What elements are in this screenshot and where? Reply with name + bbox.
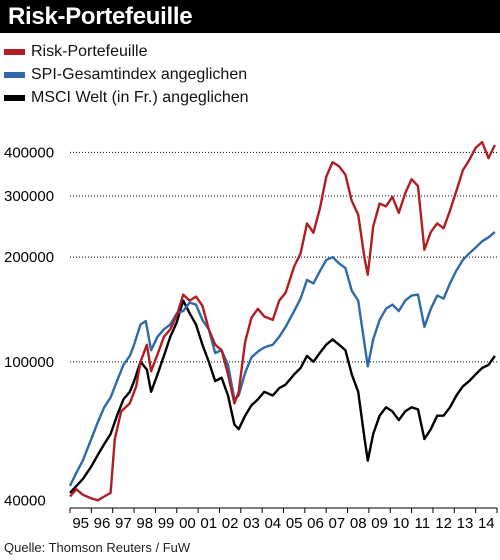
x-tick-label-06: 06: [307, 515, 324, 532]
y-tick-label-300000: 300000: [4, 188, 54, 205]
x-tick-label-10: 10: [393, 515, 410, 532]
x-tick-label-97: 97: [115, 515, 132, 532]
title-bar: Risk-Portefeuille: [0, 0, 500, 33]
x-tick-label-00: 00: [179, 515, 196, 532]
series-line-2: [69, 299, 496, 494]
legend-swatch-risk: [4, 48, 25, 55]
x-tick-label-08: 08: [350, 515, 367, 532]
x-tick-label-95: 95: [72, 515, 89, 532]
x-tick-label-13: 13: [457, 515, 474, 532]
legend: Risk-Portefeuille SPI-Gesamtindex angegl…: [0, 40, 249, 109]
x-tick-label-04: 04: [264, 515, 281, 532]
y-tick-label-200000: 200000: [4, 249, 54, 266]
x-tick-label-05: 05: [286, 515, 303, 532]
x-tick-label-01: 01: [200, 515, 217, 532]
x-tick-label-09: 09: [371, 515, 388, 532]
x-tick-label-07: 07: [329, 515, 346, 532]
x-tick-label-98: 98: [136, 515, 153, 532]
legend-item-risk: Risk-Portefeuille: [0, 40, 249, 63]
x-tick-label-96: 96: [94, 515, 111, 532]
x-tick-label-03: 03: [243, 515, 260, 532]
legend-label-msci: MSCI Welt (in Fr.) angeglichen: [31, 88, 249, 106]
y-tick-label-40000: 40000: [4, 492, 46, 509]
legend-item-msci: MSCI Welt (in Fr.) angeglichen: [0, 86, 249, 109]
chart-title: Risk-Portefeuille: [8, 3, 193, 30]
series-line-0: [69, 140, 496, 502]
y-tick-label-100000: 100000: [4, 354, 54, 371]
legend-label-spi: SPI-Gesamtindex angeglichen: [31, 65, 248, 83]
source-note: Quelle: Thomson Reuters / FuW: [4, 540, 191, 555]
series-line-1: [68, 231, 496, 487]
legend-swatch-msci: [4, 94, 25, 101]
legend-item-spi: SPI-Gesamtindex angeglichen: [0, 63, 249, 86]
legend-swatch-spi: [4, 71, 25, 78]
y-tick-label-400000: 400000: [4, 144, 54, 161]
legend-label-risk: Risk-Portefeuille: [31, 42, 148, 60]
x-tick-label-12: 12: [435, 515, 452, 532]
x-tick-label-11: 11: [414, 515, 430, 532]
x-tick-label-99: 99: [158, 515, 175, 532]
x-tick-label-14: 14: [478, 515, 495, 532]
x-tick-label-02: 02: [222, 515, 239, 532]
